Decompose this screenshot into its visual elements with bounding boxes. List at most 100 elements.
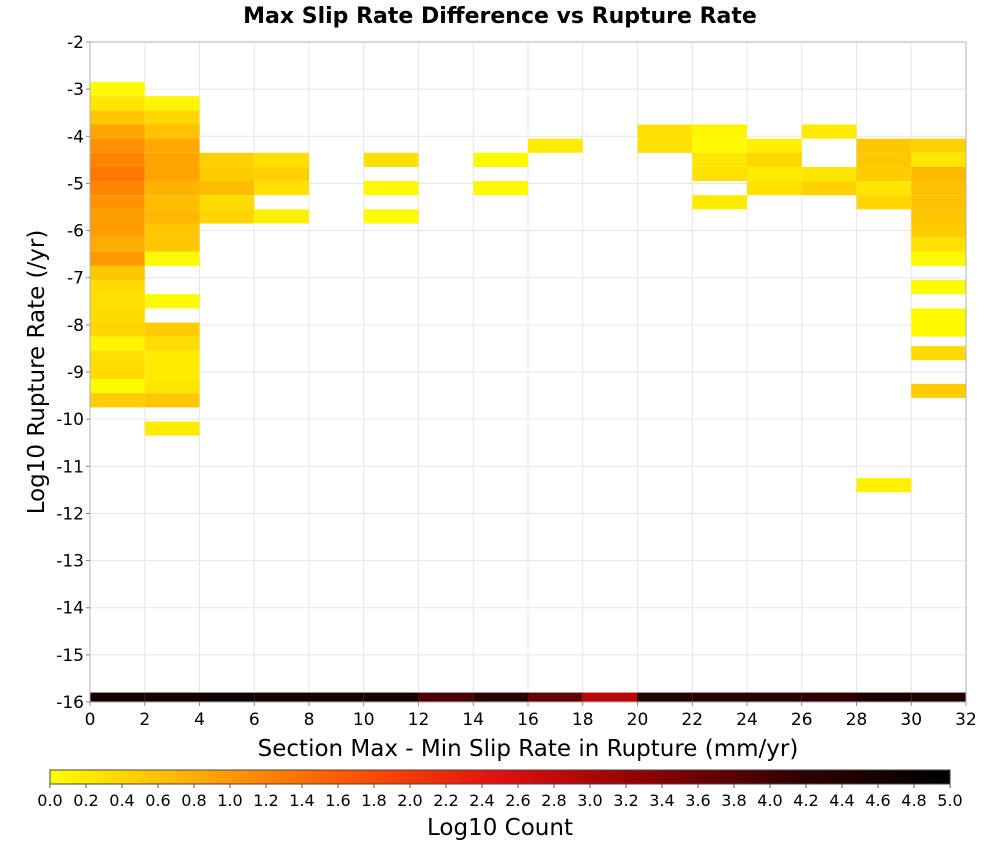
heatmap-cell [144,379,200,394]
y-tick-label: -6 [67,222,84,242]
y-tick-label: -12 [56,504,84,524]
heatmap-cell [637,124,693,139]
heatmap-cell [90,364,145,380]
x-tick-label: 22 [681,710,703,730]
heatmap-cell [911,138,966,153]
heatmap-cell [911,280,966,295]
x-tick-label: 14 [462,710,484,730]
x-tick-label: 10 [353,710,375,730]
heatmap-cell [911,346,966,361]
heatmap-cell [911,181,966,196]
heatmap-cell [90,280,145,295]
heatmap-cell-bottom-row [528,692,583,702]
heatmap-cell [911,209,966,224]
heatmap-cell [856,478,912,493]
x-tick-label: 24 [736,710,758,730]
heatmap-cell [90,237,145,252]
heatmap-cell [90,124,145,139]
heatmap-cell [144,209,200,224]
heatmap-cell [144,138,200,153]
x-tick-label: 16 [517,710,539,730]
x-tick-label: 32 [955,710,977,730]
heatmap-cell [90,294,145,309]
heatmap-cell [747,181,802,196]
heatmap-cell-bottom-row [747,692,802,702]
heatmap-cell [692,152,747,167]
heatmap-cell-bottom-row [90,692,145,702]
heatmap-cell [90,110,145,125]
colorbar-tick-label: 4.2 [793,791,818,810]
heatmap-cell [144,322,200,337]
colorbar-tick-label: 2.6 [505,791,530,810]
colorbar-tick-label: 0.6 [145,791,170,810]
heatmap-cell [90,265,145,281]
heatmap-cell-bottom-row [418,692,474,702]
heatmap-cell [911,166,966,182]
x-axis-ticks: 0 2 4 6 8 10 12 14 16 18 20 22 24 26 28 30 32 [85,702,977,730]
colorbar-tick-label: 3.0 [577,791,602,810]
heatmap-cell [90,223,145,238]
heatmap-cell [144,294,200,309]
x-tick-label: 20 [627,710,649,730]
heatmap-cell [199,209,255,224]
colorbar-tick-label: 1.8 [361,791,386,810]
y-tick-label: -5 [67,174,84,194]
heatmap-cell-bottom-row [144,692,200,702]
heatmap-cell [144,393,200,408]
heatmap-cell-bottom-row [254,692,309,702]
heatmap-cell [801,124,857,139]
x-tick-label: 8 [304,710,315,730]
heatmap-cell [144,421,200,436]
y-tick-label: -13 [56,552,84,572]
heatmap-cell [528,138,583,153]
y-tick-label: -8 [67,316,84,336]
heatmap-cell-bottom-row [692,692,747,702]
chart-title: Max Slip Rate Difference vs Rupture Rate [243,4,757,29]
heatmap-cell-bottom-row [473,692,528,702]
y-tick-label: -14 [56,599,84,619]
colorbar-tick-label: 2.4 [469,791,494,810]
heatmap-cell [144,181,200,196]
heatmap-cell [692,124,747,139]
heatmap-cell [856,195,912,210]
colorbar-tick-label: 0.8 [181,791,206,810]
y-tick-label: -3 [67,80,84,100]
heatmap-cell [911,237,966,252]
colorbar-tick-label: 1.0 [217,791,242,810]
heatmap-cell [144,251,200,266]
y-tick-label: -10 [56,410,84,430]
heatmap-cell [90,336,145,351]
heatmap-cell [144,350,200,365]
heatmap-cell [911,383,966,398]
x-tick-label: 4 [194,710,205,730]
x-tick-label: 0 [85,710,96,730]
heatmap-cell [747,138,802,153]
heatmap-cell [254,152,309,167]
heatmap-cell-bottom-row [637,692,693,702]
colorbar-tick-label: 4.0 [757,791,782,810]
heatmap-cell-bottom-row [801,692,857,702]
heatmap-cell [692,166,747,182]
colorbar-tick-label: 1.4 [289,791,314,810]
heatmap-cell [747,152,802,167]
colorbar-tick-label: 2.8 [541,791,566,810]
colorbar-tick-label: 4.6 [865,791,890,810]
heatmap-cell [144,336,200,351]
heatmap-cell [199,152,255,167]
heatmap-cell [199,195,255,210]
heatmap-cell [856,181,912,196]
heatmap-cell [90,181,145,196]
colorbar-tick-label: 3.4 [649,791,674,810]
heatmap-cell [692,195,747,210]
colorbar-tick-label: 5.0 [937,791,962,810]
heatmap-cell [90,379,145,394]
heatmap-cell [90,152,145,167]
heatmap-cell [473,152,528,167]
y-tick-label: -7 [67,269,84,289]
heatmap-cells [90,82,966,702]
colorbar-tick-label: 2.2 [433,791,458,810]
heatmap-cell-bottom-row [309,692,364,702]
colorbar-tick-label: 4.4 [829,791,854,810]
